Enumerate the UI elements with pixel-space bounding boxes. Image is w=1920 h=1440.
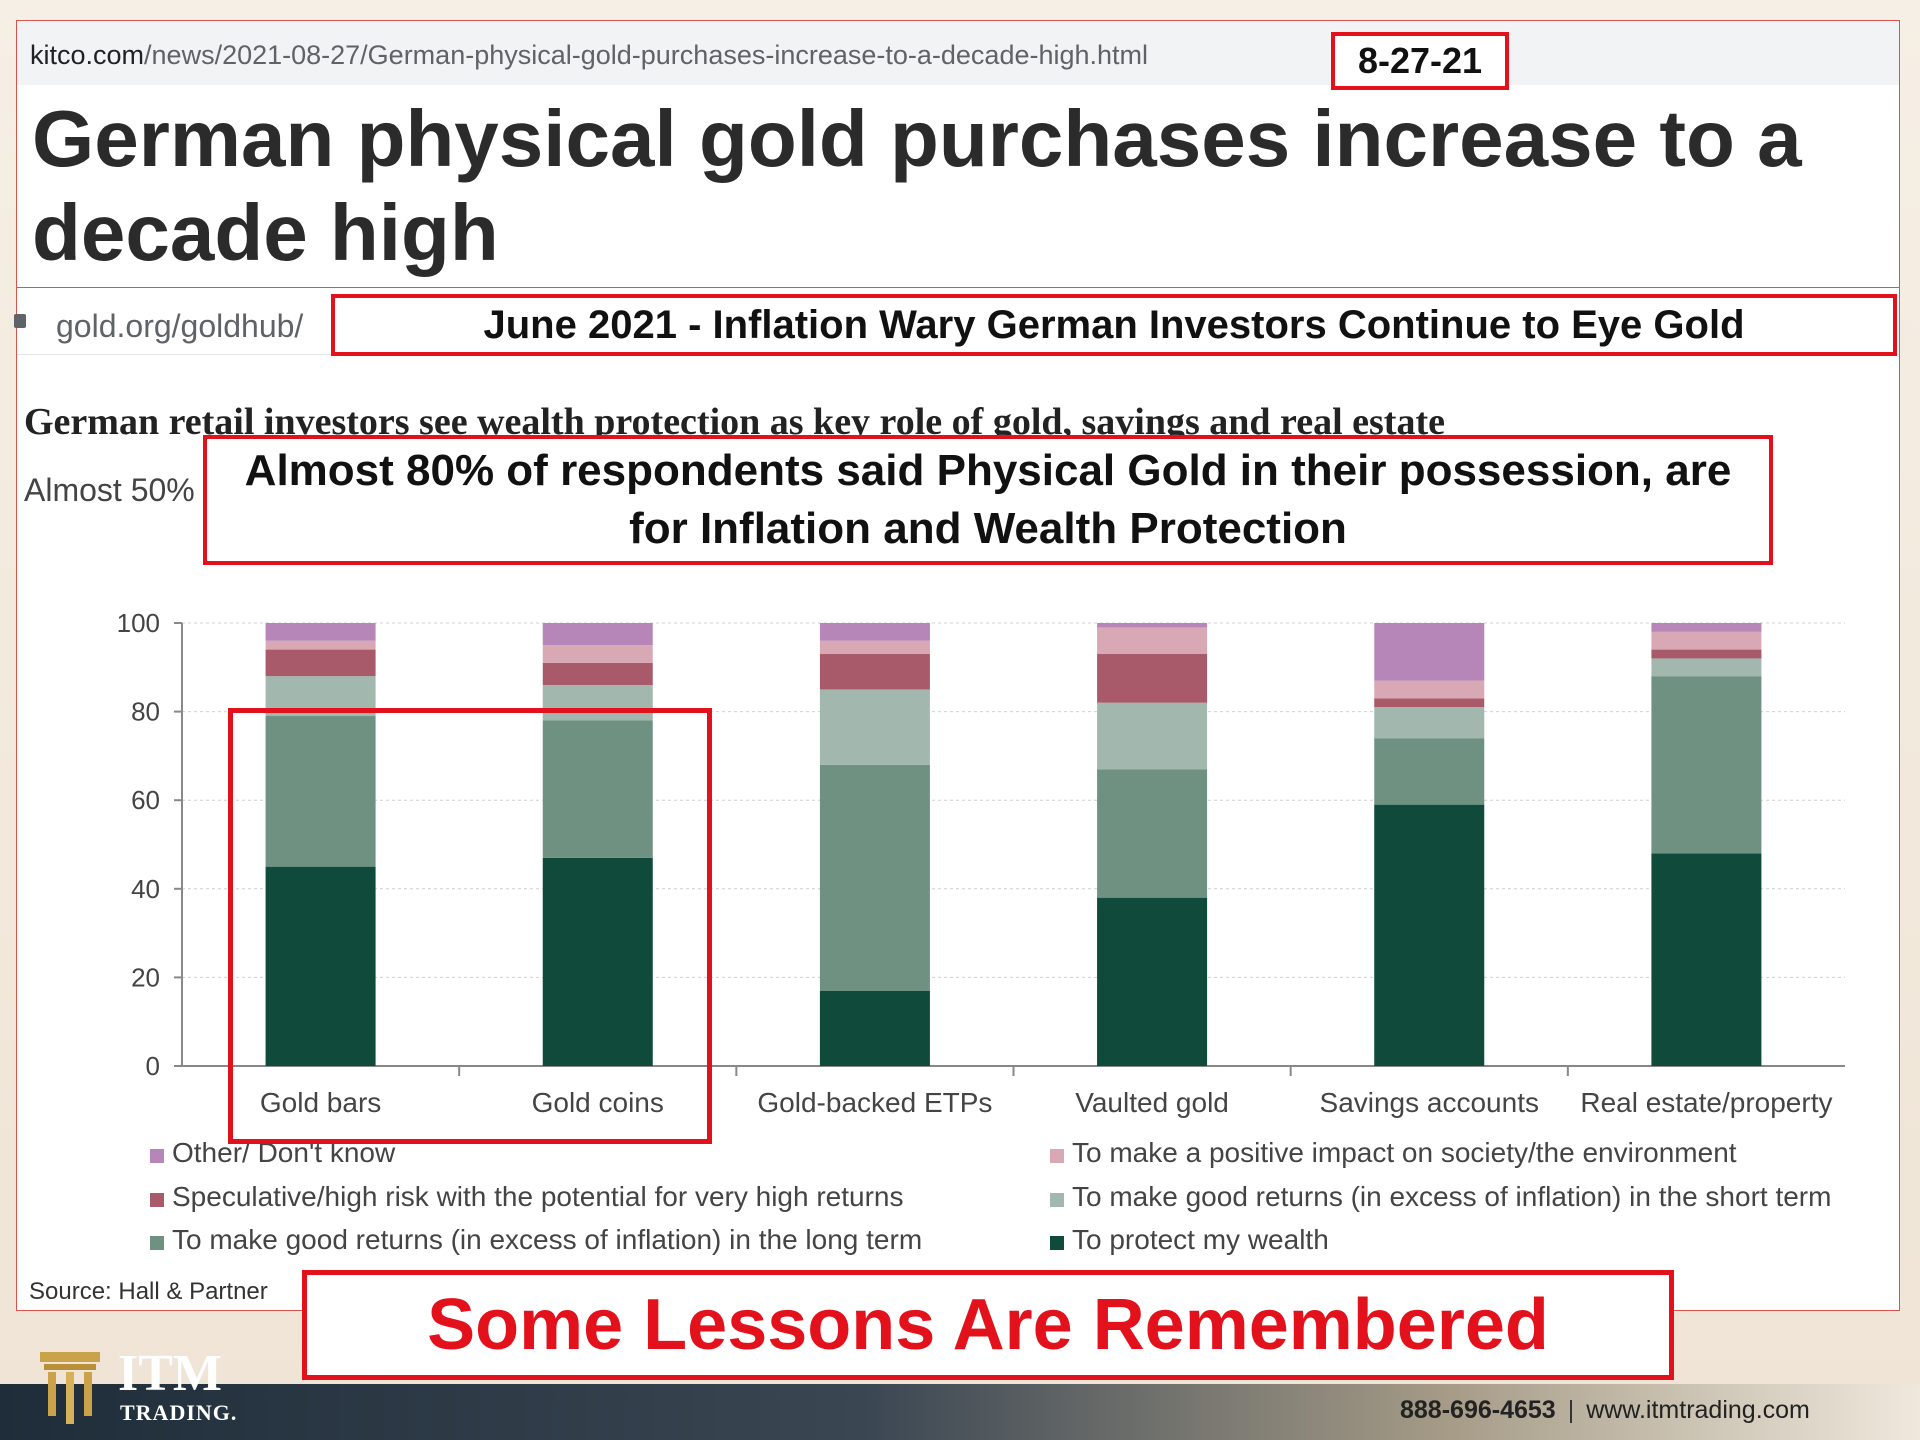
- legend-swatch: [150, 1193, 164, 1207]
- y-tick-label: 40: [131, 874, 160, 904]
- date-badge: 8-27-21: [1331, 32, 1509, 90]
- y-tick-label: 20: [131, 962, 160, 992]
- kitco-address-bar[interactable]: [17, 21, 1899, 85]
- lock-icon: [14, 314, 26, 328]
- y-tick-label: 80: [131, 697, 160, 727]
- bar-segment: [1097, 627, 1208, 655]
- bar-segment: [819, 623, 930, 641]
- legend-label: Speculative/high risk with the potential…: [172, 1181, 904, 1212]
- bar-segment: [1097, 623, 1208, 628]
- bar-segment: [1097, 654, 1208, 703]
- bar-segment: [542, 645, 653, 663]
- kitco-url-path: /news/2021-08-27/German-physical-gold-pu…: [144, 40, 1149, 70]
- x-tick-label: Savings accounts: [1320, 1087, 1539, 1118]
- bar-segment: [542, 662, 653, 686]
- bar-segment: [265, 716, 376, 867]
- bar-segment: [1651, 676, 1762, 854]
- x-tick-label: Vaulted gold: [1075, 1087, 1229, 1118]
- bar-segment: [1097, 897, 1208, 1066]
- bar-segment: [1374, 680, 1485, 699]
- footer-phone: 888-696-4653: [1400, 1396, 1556, 1424]
- bar-segment: [1651, 623, 1762, 632]
- stacked-bar-chart: 0 20 40 60 80 100 Gold bars Gold coins Gold-back…: [117, 608, 1845, 1255]
- bar-segment: [542, 623, 653, 646]
- legend-label: To make good returns (in excess of infla…: [172, 1224, 922, 1255]
- bar-segment: [1374, 698, 1485, 708]
- axis-layer: 0 20 40 60 80 100 Gold bars Gold coins Gold-back…: [117, 608, 1833, 1118]
- bar-segment: [542, 685, 653, 721]
- legend-swatch: [1050, 1236, 1064, 1250]
- gold-highlight-box: [228, 708, 712, 1144]
- x-tick-label: Real estate/property: [1580, 1087, 1832, 1118]
- footer-contact: 888-696-4653 | www.itmtrading.com: [1400, 1396, 1810, 1425]
- bar-segment: [819, 640, 930, 655]
- bar-segment: [819, 654, 930, 690]
- bar-segment: [265, 640, 376, 650]
- bar-segment: [819, 689, 930, 765]
- goldorg-url[interactable]: gold.org/goldhub/: [56, 308, 304, 344]
- article-title: German physical gold purchases increase …: [32, 94, 1802, 277]
- bar-segment: [1374, 623, 1485, 681]
- june-headline-box: June 2021 - Inflation Wary German Invest…: [331, 294, 1897, 356]
- bar-segment: [1097, 769, 1208, 898]
- bar-segment: [542, 857, 653, 1066]
- bars-layer: [265, 623, 1762, 1066]
- legend-layer: Other/ Don't know To make a positive impa…: [150, 1137, 1831, 1255]
- footer-separator: |: [1567, 1396, 1575, 1424]
- x-tick-label: Gold-backed ETPs: [757, 1087, 992, 1118]
- bar-segment: [1651, 658, 1762, 677]
- y-tick-label: 100: [117, 608, 160, 638]
- bar-segment: [1097, 702, 1208, 770]
- chart-source: Source: Hall & Partner: [29, 1278, 268, 1305]
- bar-segment: [1651, 853, 1762, 1066]
- legend-swatch: [1050, 1193, 1064, 1207]
- legend-swatch: [150, 1236, 164, 1250]
- itm-column-logo-icon: [40, 1352, 100, 1424]
- bar-segment: [265, 649, 376, 677]
- bar-segment: [819, 990, 930, 1066]
- legend-label: To make good returns (in excess of infla…: [1072, 1181, 1831, 1212]
- kitco-url[interactable]: kitco.com/news/2021-08-27/German-physica…: [30, 40, 1148, 71]
- callout-box: Almost 80% of respondents said Physical …: [203, 435, 1773, 565]
- bar-segment: [1374, 804, 1485, 1066]
- bar-segment: [265, 623, 376, 641]
- bar-segment: [819, 764, 930, 991]
- x-tick-label: Gold bars: [260, 1087, 381, 1118]
- lessons-banner: Some Lessons Are Remembered: [302, 1270, 1674, 1380]
- bar-segment: [1374, 707, 1485, 739]
- legend-swatch: [1050, 1149, 1064, 1163]
- footer-website[interactable]: www.itmtrading.com: [1586, 1396, 1810, 1424]
- legend-label: To protect my wealth: [1072, 1224, 1329, 1255]
- itm-brand-name: ITM: [118, 1345, 222, 1402]
- y-tick-label: 60: [131, 785, 160, 815]
- chart-subtitle: Almost 50%: [24, 472, 195, 508]
- itm-brand-sub: TRADING.: [120, 1400, 238, 1425]
- y-tick-label: 0: [146, 1051, 160, 1081]
- bar-segment: [265, 866, 376, 1066]
- bar-segment: [1374, 738, 1485, 805]
- bar-segment: [542, 720, 653, 858]
- bar-segment: [1651, 631, 1762, 650]
- bar-segment: [1651, 649, 1762, 659]
- x-tick-label: Gold coins: [532, 1087, 664, 1118]
- kitco-url-host: kitco.com: [30, 40, 145, 70]
- legend-label: To make a positive impact on society/the…: [1072, 1137, 1737, 1168]
- footer-bar: [0, 1384, 1920, 1440]
- legend-swatch: [150, 1149, 164, 1163]
